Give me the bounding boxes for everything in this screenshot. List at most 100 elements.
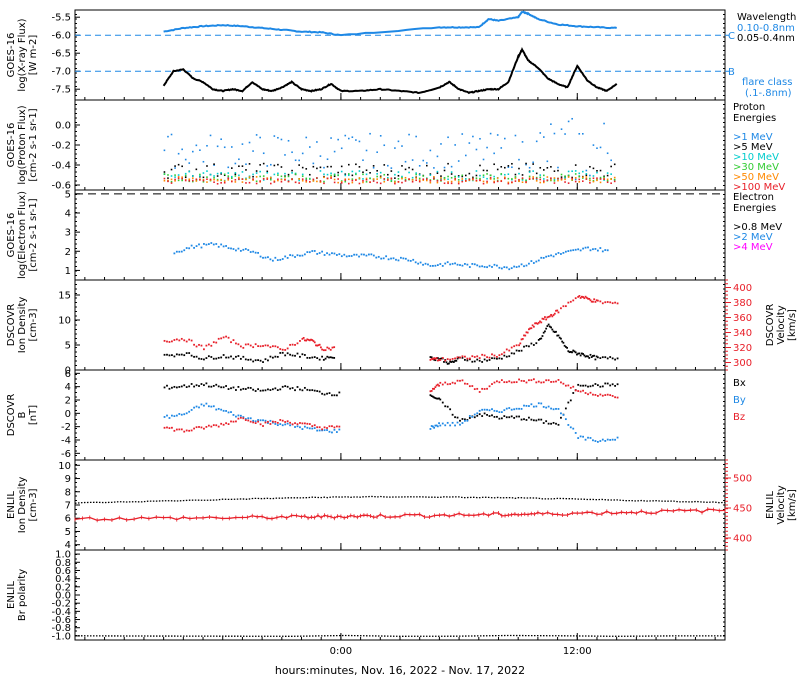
data-point->1 MeV xyxy=(192,150,194,153)
data-point-Bz xyxy=(493,381,496,384)
data-point-By xyxy=(468,415,471,417)
data-point-Density xyxy=(567,350,570,353)
data-point-Velocity xyxy=(315,344,317,347)
data-point-By xyxy=(572,427,575,430)
data-point->2 MeV xyxy=(232,248,235,250)
data-point->1 MeV xyxy=(202,160,205,163)
data-point-By xyxy=(496,410,498,413)
data-point->1 MeV xyxy=(493,152,495,155)
data-point-Density xyxy=(582,353,584,355)
data-point->5 MeV xyxy=(319,166,322,169)
data-point->1 MeV xyxy=(511,166,513,169)
data-point->2 MeV xyxy=(217,245,220,248)
data-point-Bz xyxy=(296,423,299,426)
data-point->30 MeV xyxy=(259,175,261,178)
data-point->100 MeV xyxy=(387,179,389,181)
data-point->100 MeV xyxy=(500,180,503,183)
data-point-Bz xyxy=(311,425,314,427)
data-point->30 MeV xyxy=(475,177,478,180)
y-tick-label: 7 xyxy=(65,501,71,512)
data-point-Bx xyxy=(207,385,210,388)
data-point->100 MeV xyxy=(408,178,410,180)
data-point->100 MeV xyxy=(461,180,464,183)
data-point-Velocity xyxy=(439,359,442,361)
data-point->100 MeV xyxy=(376,181,378,184)
data-point-Bz xyxy=(528,379,530,382)
data-point->2 MeV xyxy=(486,266,488,269)
data-point->10 MeV xyxy=(209,173,212,176)
data-point-Density xyxy=(198,357,200,360)
data-point-Bz xyxy=(244,419,247,421)
data-point-Bx xyxy=(254,390,257,392)
data-point->2 MeV xyxy=(178,250,181,253)
data-point->50 MeV xyxy=(223,180,226,183)
data-point->1 MeV xyxy=(457,160,460,162)
data-point-Bx xyxy=(247,386,250,389)
data-point->2 MeV xyxy=(496,264,498,267)
data-point-By xyxy=(518,407,520,410)
data-point->30 MeV xyxy=(454,176,456,178)
data-point->30 MeV xyxy=(202,180,205,183)
data-point->2 MeV xyxy=(230,247,232,250)
data-point->50 MeV xyxy=(330,176,332,178)
data-point->1 MeV xyxy=(596,147,598,149)
data-point-Density xyxy=(232,357,235,360)
data-point-Density xyxy=(439,357,442,360)
data-point->30 MeV xyxy=(383,173,386,176)
data-point->10 MeV xyxy=(486,177,488,180)
data-point-Bx xyxy=(545,420,548,423)
data-point-Velocity xyxy=(313,341,316,344)
y-tick-label: 0.0 xyxy=(55,591,71,602)
data-point-By xyxy=(483,408,486,411)
data-point-Velocity xyxy=(230,341,232,344)
data-point-By xyxy=(262,419,264,422)
data-point-Density xyxy=(542,331,545,334)
data-point-Bz xyxy=(604,394,607,396)
y-tick-label: 10 xyxy=(58,316,71,327)
data-point-Bz xyxy=(239,416,242,419)
data-point-Velocity xyxy=(446,358,449,361)
data-point->30 MeV xyxy=(535,176,538,179)
y-tick-label: 6 xyxy=(65,369,71,380)
data-point->50 MeV xyxy=(255,176,258,178)
data-point->5 MeV xyxy=(397,174,400,177)
data-point->100 MeV xyxy=(305,179,308,182)
data-point-Density xyxy=(324,357,327,360)
data-point->50 MeV xyxy=(333,178,336,181)
data-point-Velocity xyxy=(166,340,168,343)
data-point->2 MeV xyxy=(451,262,454,265)
data-point->1 MeV xyxy=(528,166,531,169)
data-point->2 MeV xyxy=(308,251,311,254)
data-point->50 MeV xyxy=(301,179,304,182)
data-point-By xyxy=(579,435,582,438)
data-point->10 MeV xyxy=(592,175,595,177)
data-point-By xyxy=(279,423,282,425)
y-axis-label-line: ENLIL xyxy=(6,581,17,609)
data-point-Bz xyxy=(446,383,449,386)
data-point->50 MeV xyxy=(585,176,588,178)
data-point->50 MeV xyxy=(507,181,510,184)
data-point-Velocity xyxy=(178,339,181,342)
data-point-Bz xyxy=(486,387,488,390)
data-point-By xyxy=(289,424,292,427)
data-point->10 MeV xyxy=(504,173,506,176)
data-point-Bz xyxy=(279,419,282,421)
legend-title: Electron xyxy=(733,192,774,203)
data-point-Velocity xyxy=(322,349,325,352)
data-point-By xyxy=(281,424,284,427)
data-point-Density xyxy=(562,341,565,344)
data-point->10 MeV xyxy=(252,173,254,176)
data-point-Velocity xyxy=(301,337,304,340)
data-point->2 MeV xyxy=(550,254,552,257)
data-point-Bx xyxy=(609,384,612,387)
panel-frame xyxy=(74,9,726,101)
data-point-By xyxy=(171,414,173,417)
data-point->2 MeV xyxy=(584,246,587,249)
data-point->2 MeV xyxy=(306,251,309,253)
data-point->2 MeV xyxy=(594,248,597,250)
data-point->2 MeV xyxy=(220,243,223,246)
data-point-Bz xyxy=(271,420,274,423)
data-point->10 MeV xyxy=(365,173,368,176)
